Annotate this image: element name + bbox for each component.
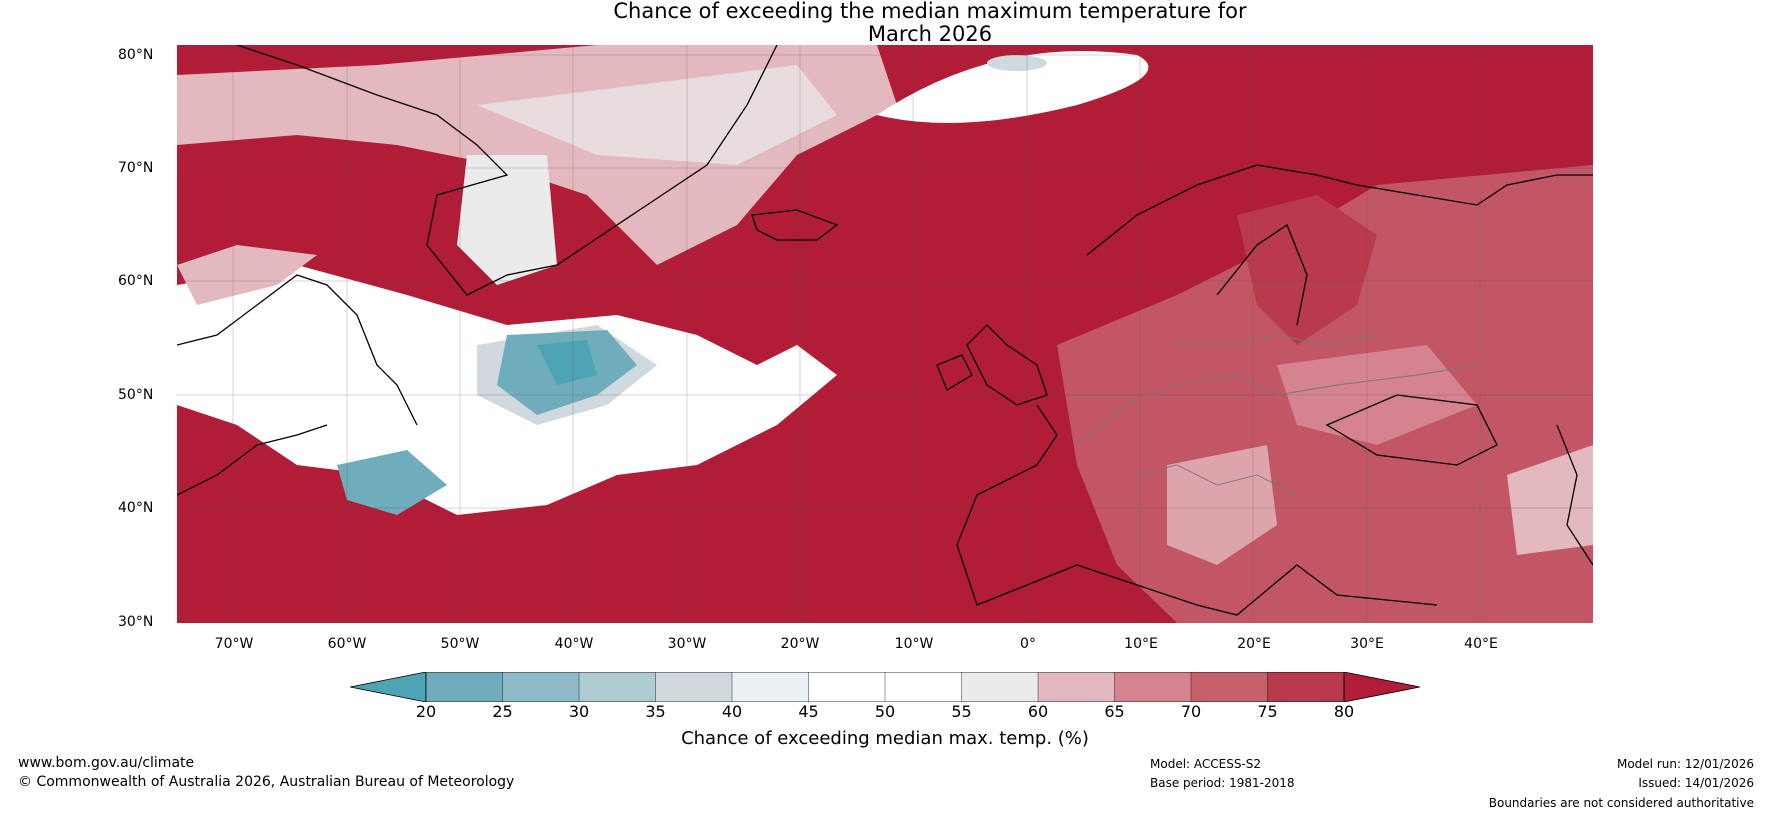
lat-label-80n: 80°N (118, 47, 154, 63)
colorbar-segment-11 (1191, 672, 1268, 702)
coastlines (177, 45, 1593, 616)
greenland-neutral-region (477, 65, 837, 165)
colorbar-tick-55: 55 (951, 702, 972, 721)
lon-label-10w: 10°W (894, 636, 934, 652)
arctic-white-region (877, 51, 1149, 123)
scandinavia-region (1237, 195, 1377, 345)
colorbar-segment-1 (426, 672, 503, 702)
colorbar (350, 672, 1420, 702)
title-line-2: March 2026 (867, 22, 993, 46)
lat-label-40n: 40°N (118, 500, 154, 516)
colorbar-segment-3 (579, 672, 656, 702)
colorbar-label: Chance of exceeding median max. temp. (%… (681, 728, 1089, 749)
footer-url[interactable]: www.bom.gov.au/climate (18, 755, 195, 771)
greenland-east-neutral (457, 155, 557, 285)
colorbar-segment-6 (808, 672, 885, 702)
colorbar-tick-45: 45 (798, 702, 819, 721)
footer-copyright: © Commonwealth of Australia 2026, Austra… (18, 774, 515, 790)
ireland-coast (936, 354, 973, 391)
lat-label-50n: 50°N (118, 387, 154, 403)
labrador-coast (177, 274, 418, 426)
colorbar-segment-0 (350, 672, 427, 702)
lon-label-30e: 30°E (1350, 636, 1384, 652)
lon-label-20w: 20°W (780, 636, 820, 652)
atlantic-lowest-patch (537, 340, 597, 385)
colorbar-tick-40: 40 (721, 702, 743, 721)
colorbar-dividers (502, 672, 1268, 702)
lon-label-50w: 50°W (440, 636, 480, 652)
colorbar-tick-50: 50 (874, 702, 896, 721)
footer-model-run: Model run: 12/01/2026 (1616, 757, 1754, 771)
baltic-coast (1216, 224, 1308, 326)
atlantic-low-region-2 (337, 450, 447, 515)
lon-label-10e: 10°E (1124, 636, 1158, 652)
lon-label-0: 0° (1020, 636, 1036, 652)
british-isles-coast (966, 324, 1048, 406)
arctic-low-patch (987, 55, 1047, 71)
colorbar-segment-4 (655, 672, 732, 702)
country-borders (1076, 334, 1478, 496)
colorbar-tick-70: 70 (1180, 702, 1202, 721)
caspian-coast (1556, 424, 1593, 566)
footer-base-period: Base period: 1981-2018 (1150, 776, 1295, 790)
footer-issued: Issued: 14/01/2026 (1638, 776, 1754, 790)
colorbar-segment-7 (885, 672, 962, 702)
colorbar-tick-35: 35 (645, 702, 666, 721)
labrador-light-region (177, 245, 317, 305)
colorbar-tick-65: 65 (1104, 702, 1125, 721)
colorbar-tick-30: 30 (568, 702, 590, 721)
lon-label-70w: 70°W (214, 636, 254, 652)
colorbar-tick-75: 75 (1257, 702, 1278, 721)
us-coast (177, 424, 328, 496)
anatolia-region (1507, 445, 1593, 555)
colorbar-outline (425, 672, 1345, 702)
colorbar-segment-8 (961, 672, 1038, 702)
colorbar-segment-9 (1038, 672, 1115, 702)
colorbar-tick-20: 20 (415, 702, 437, 721)
lon-label-30w: 30°W (667, 636, 707, 652)
mediterranean-coast (956, 404, 1438, 616)
lat-label-60n: 60°N (118, 273, 154, 289)
lon-label-20e: 20°E (1237, 636, 1271, 652)
colorbar-segment-10 (1114, 672, 1191, 702)
lat-label-30n: 30°N (118, 614, 154, 630)
forecast-map (177, 45, 1593, 623)
colorbar-segment-2 (502, 672, 579, 702)
map-title: Chance of exceeding the median maximum t… (0, 0, 1770, 46)
lat-label-70n: 70°N (118, 160, 154, 176)
graticule (177, 45, 1593, 623)
footer-disclaimer: Boundaries are not considered authoritat… (1488, 796, 1754, 810)
colorbar-tick-25: 25 (492, 702, 513, 721)
black-sea-coast (1325, 394, 1498, 466)
greenland-coast (236, 45, 778, 296)
scandinavia-coast (1086, 164, 1593, 256)
iberia-region (1167, 445, 1277, 565)
colorbar-segment-12 (1267, 672, 1344, 702)
title-line-1: Chance of exceeding the median maximum t… (613, 0, 1247, 23)
colorbar-tick-80: 80 (1333, 702, 1355, 721)
lon-label-40w: 40°W (554, 636, 594, 652)
iceland-coast (751, 209, 839, 241)
colorbar-segment-13 (1343, 672, 1420, 702)
footer-model: Model: ACCESS-S2 (1150, 757, 1262, 771)
lon-label-40e: 40°E (1464, 636, 1498, 652)
colorbar-tick-60: 60 (1027, 702, 1049, 721)
colorbar-segment-5 (732, 672, 809, 702)
lon-label-60w: 60°W (327, 636, 367, 652)
